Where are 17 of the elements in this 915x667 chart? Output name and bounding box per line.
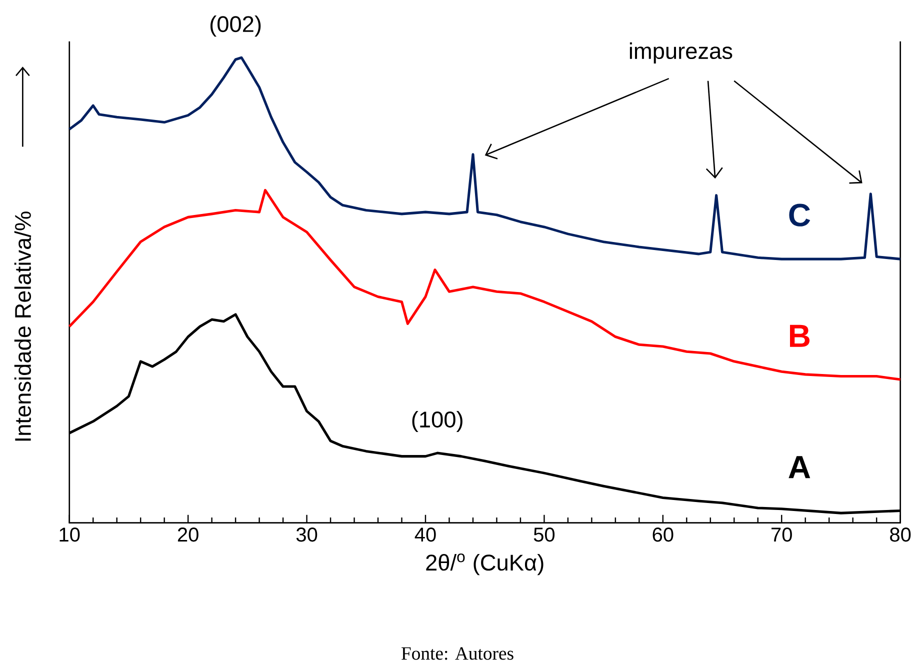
annotation: (100) [412,410,462,432]
y-axis-title: Intensidade Relativa/% [14,212,32,441]
x-tick-label: 70 [772,528,792,542]
annotation: (002) [210,16,261,37]
x-tick-label: 20 [178,528,198,542]
series-label: A [788,456,810,478]
x-tick-label: 40 [414,528,436,542]
x-tick-label: 60 [652,528,674,542]
x-tick-label: 80 [890,528,911,542]
annotation: impurezas [630,42,732,64]
x-axis-title: 2θ/$^{o}$ (CuKα) [426,554,544,576]
x-tick-label: 10 [60,528,80,542]
series-label: B [790,324,810,347]
x-tick-label: 50 [534,528,555,542]
source-note: Fonte: Autores [402,647,514,660]
series-label: C [789,204,810,226]
x-tick-label: 30 [296,528,318,542]
